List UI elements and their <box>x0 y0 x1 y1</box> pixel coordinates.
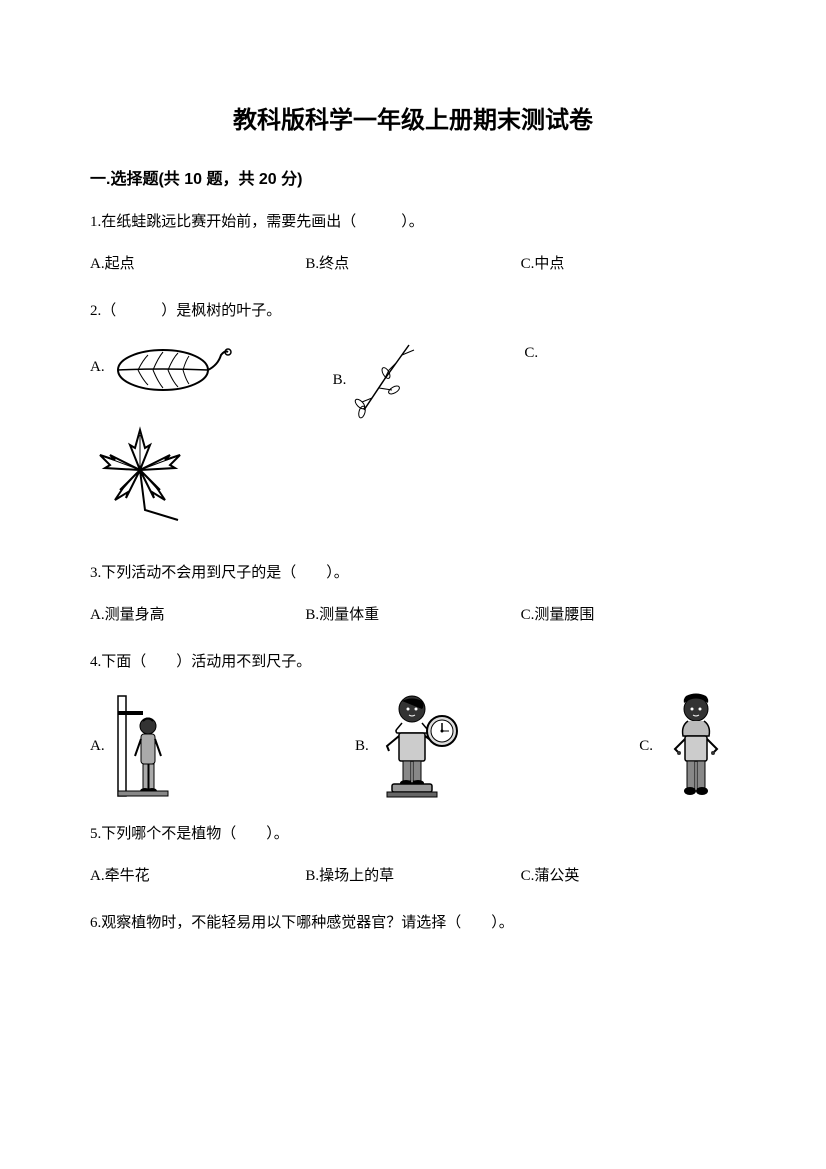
question-5: 5.下列哪个不是植物（ ）。 A.牵牛花 B.操场上的草 C.蒲公英 <box>90 821 736 890</box>
q4-option-b: B. <box>355 691 467 801</box>
q1-option-c: C.中点 <box>521 251 736 278</box>
q1-option-b: B.终点 <box>305 251 520 278</box>
branch-icon <box>354 340 424 420</box>
q4-label-c: C. <box>639 733 653 760</box>
q4-label-a: A. <box>90 733 105 760</box>
q4-label-b: B. <box>355 733 369 760</box>
q1-text: 1.在纸蛙跳远比赛开始前，需要先画出（ ）。 <box>90 209 736 236</box>
q2-option-a: A. <box>90 340 233 395</box>
q4-option-c: C. <box>639 691 736 801</box>
section-header: 一.选择题(共 10 题，共 20 分) <box>90 165 736 189</box>
q2-label-a: A. <box>90 354 105 381</box>
q5-option-a: A.牵牛花 <box>90 863 305 890</box>
q3-option-c: C.测量腰围 <box>521 602 736 629</box>
q5-option-b: B.操场上的草 <box>305 863 520 890</box>
question-4: 4.下面（ ）活动用不到尺子。 A. B. <box>90 649 736 801</box>
q4-option-a: A. <box>90 691 183 801</box>
q6-text: 6.观察植物时，不能轻易用以下哪种感觉器官？请选择（ ）。 <box>90 910 736 937</box>
weight-scale-icon <box>377 691 467 801</box>
maple-leaf-icon <box>90 420 200 530</box>
child-standing-icon <box>661 691 736 801</box>
q3-text: 3.下列活动不会用到尺子的是（ ）。 <box>90 560 736 587</box>
q1-option-a: A.起点 <box>90 251 305 278</box>
q2-label-b: B. <box>333 367 347 394</box>
question-3: 3.下列活动不会用到尺子的是（ ）。 A.测量身高 B.测量体重 C.测量腰围 <box>90 560 736 629</box>
q3-option-a: A.测量身高 <box>90 602 305 629</box>
q5-text: 5.下列哪个不是植物（ ）。 <box>90 821 736 848</box>
leaf-icon <box>113 340 233 395</box>
page-title: 教科版科学一年级上册期末测试卷 <box>90 100 736 135</box>
q5-option-c: C.蒲公英 <box>521 863 736 890</box>
question-1: 1.在纸蛙跳远比赛开始前，需要先画出（ ）。 A.起点 B.终点 C.中点 <box>90 209 736 278</box>
q2-label-c: C. <box>524 340 538 367</box>
q3-option-b: B.测量体重 <box>305 602 520 629</box>
question-6: 6.观察植物时，不能轻易用以下哪种感觉器官？请选择（ ）。 <box>90 910 736 937</box>
question-2: 2.（ ）是枫树的叶子。 A. B. <box>90 298 736 540</box>
q4-text: 4.下面（ ）活动用不到尺子。 <box>90 649 736 676</box>
q2-text: 2.（ ）是枫树的叶子。 <box>90 298 736 325</box>
q2-option-c: C. <box>524 340 546 367</box>
q2-option-b: B. <box>333 340 425 420</box>
height-measure-icon <box>113 691 183 801</box>
